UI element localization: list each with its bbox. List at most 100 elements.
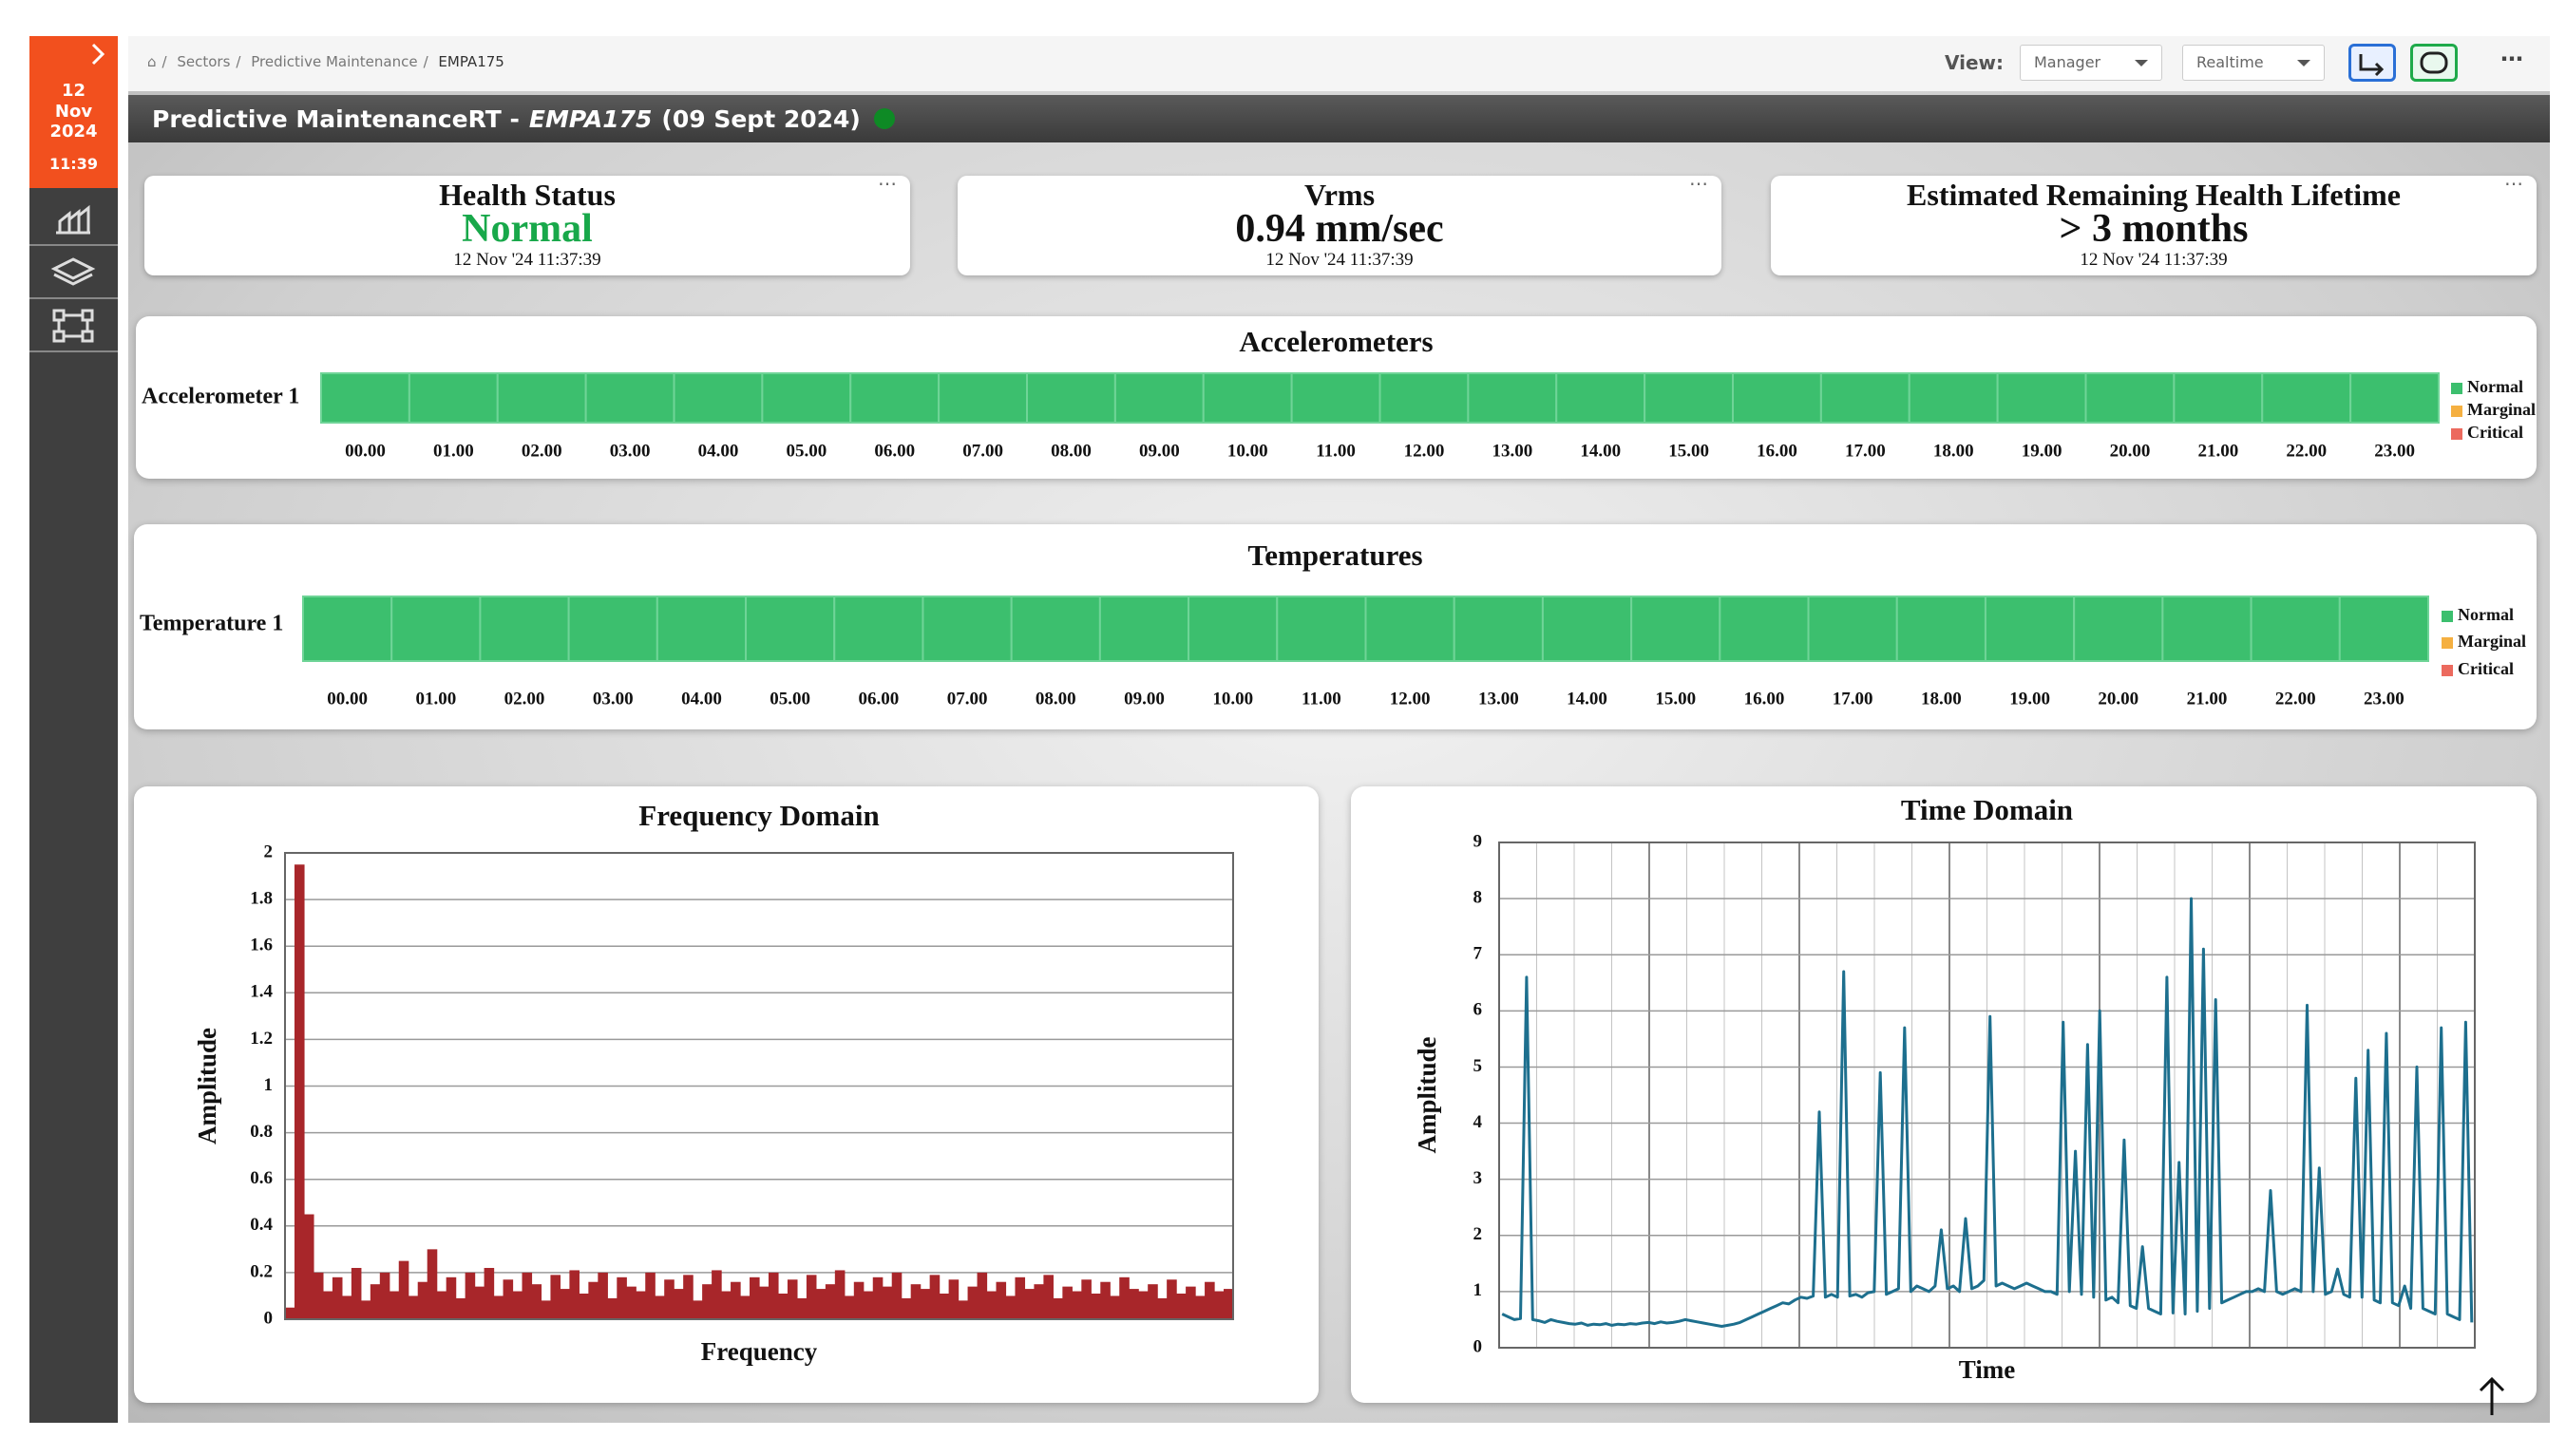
bar bbox=[465, 1272, 476, 1319]
status-cell bbox=[1290, 372, 1381, 424]
bar bbox=[360, 1300, 371, 1319]
mode-dropdown[interactable]: Realtime bbox=[2182, 45, 2325, 81]
card-menu[interactable]: ⋯ bbox=[2504, 174, 2523, 195]
bar bbox=[796, 1297, 808, 1319]
date-month: Nov bbox=[54, 102, 93, 122]
bar bbox=[929, 1275, 941, 1319]
line bbox=[1501, 897, 2474, 1328]
bar bbox=[522, 1272, 533, 1319]
status-cell bbox=[673, 372, 764, 424]
status-cell bbox=[1026, 372, 1116, 424]
status-cell bbox=[1098, 596, 1190, 662]
bar bbox=[977, 1272, 988, 1319]
hour-label: 15.00 bbox=[1668, 441, 1709, 461]
bar bbox=[1100, 1281, 1111, 1319]
y-tick-label: 3 bbox=[1473, 1168, 1483, 1188]
bar bbox=[1034, 1284, 1044, 1319]
hour-label: 23.00 bbox=[2364, 689, 2404, 709]
breadcrumb-item[interactable]: EMPA175 bbox=[438, 53, 504, 70]
bar bbox=[674, 1289, 684, 1319]
y-tick-label: 4 bbox=[1473, 1112, 1483, 1132]
bar bbox=[825, 1284, 836, 1319]
export-button[interactable] bbox=[2348, 44, 2396, 82]
bar bbox=[474, 1286, 485, 1319]
status-cell bbox=[1807, 596, 1898, 662]
bar bbox=[939, 1293, 950, 1319]
y-tick-label: 0.6 bbox=[250, 1168, 273, 1188]
bar bbox=[664, 1279, 675, 1319]
bar bbox=[731, 1281, 741, 1319]
bar bbox=[446, 1276, 457, 1319]
scroll-top-arrow[interactable] bbox=[2475, 1375, 2509, 1417]
bar bbox=[872, 1276, 884, 1319]
status-cell bbox=[745, 596, 836, 662]
bar bbox=[569, 1270, 580, 1319]
bar bbox=[740, 1295, 751, 1319]
legend-swatch bbox=[2442, 637, 2453, 649]
breadcrumb-item[interactable]: Predictive Maintenance bbox=[251, 53, 418, 70]
bar bbox=[815, 1289, 827, 1319]
status-cell bbox=[1819, 372, 1910, 424]
bar bbox=[759, 1286, 770, 1319]
y-tick-label: 1.8 bbox=[250, 888, 273, 908]
chart-panel: Time Domain Time Amplitude 0 1 2 3 4 5 6 7 8 9 bbox=[1351, 786, 2537, 1403]
hour-label: 01.00 bbox=[433, 441, 474, 461]
hour-label: 06.00 bbox=[874, 441, 915, 461]
status-cell bbox=[938, 372, 1028, 424]
bar bbox=[806, 1275, 817, 1319]
hour-label: 22.00 bbox=[2275, 689, 2316, 709]
bar bbox=[853, 1281, 865, 1319]
home-icon[interactable]: ⌂ bbox=[147, 53, 157, 70]
bar bbox=[655, 1295, 665, 1319]
hour-label: 12.00 bbox=[1390, 689, 1431, 709]
y-tick-label: 8 bbox=[1473, 887, 1483, 907]
y-tick-label: 1 bbox=[1473, 1280, 1483, 1300]
bar bbox=[512, 1291, 523, 1319]
kpi-card: Health Status Normal 12 Nov '24 11:37:39 ⋯ bbox=[144, 174, 910, 275]
refresh-button[interactable] bbox=[2410, 44, 2458, 82]
legend-label: Normal bbox=[2467, 377, 2523, 396]
bar bbox=[1119, 1276, 1130, 1319]
bar bbox=[1138, 1291, 1149, 1319]
legend-label: Critical bbox=[2467, 423, 2523, 442]
card-menu[interactable]: ⋯ bbox=[878, 174, 897, 195]
status-cell bbox=[320, 372, 410, 424]
hour-label: 00.00 bbox=[345, 441, 386, 461]
panel-title: Temperatures bbox=[1247, 539, 1422, 572]
chart: Time Domain Time Amplitude 0 1 2 3 4 5 6 7 8 9 bbox=[1413, 793, 2476, 1384]
nav-icon-network[interactable] bbox=[29, 299, 118, 352]
bar bbox=[531, 1284, 542, 1319]
collapse-chevron[interactable] bbox=[88, 42, 107, 66]
breadcrumb-item[interactable]: Sectors bbox=[177, 53, 231, 70]
legend-label: Normal bbox=[2458, 605, 2514, 624]
role-dropdown[interactable]: Manager bbox=[2020, 45, 2162, 81]
y-tick-label: 0.2 bbox=[250, 1261, 273, 1281]
status-cell bbox=[1276, 596, 1367, 662]
legend-swatch bbox=[2451, 428, 2462, 440]
status-cell bbox=[1719, 596, 1810, 662]
bar bbox=[863, 1291, 874, 1319]
more-menu[interactable]: ⋯ bbox=[2500, 46, 2523, 72]
bar bbox=[996, 1281, 1007, 1319]
status-cell bbox=[1364, 596, 1455, 662]
nav-icon-analytics[interactable] bbox=[29, 193, 118, 246]
bar bbox=[1176, 1293, 1187, 1319]
hour-label: 14.00 bbox=[1580, 441, 1621, 461]
status-cell bbox=[496, 372, 587, 424]
status-cell bbox=[1630, 596, 1721, 662]
card-menu[interactable]: ⋯ bbox=[1689, 174, 1708, 195]
nav-icon-layers[interactable] bbox=[29, 246, 118, 299]
status-cell bbox=[1644, 372, 1734, 424]
bar bbox=[1186, 1286, 1196, 1319]
bar bbox=[1224, 1289, 1234, 1319]
bar bbox=[834, 1270, 846, 1319]
bar bbox=[1005, 1295, 1017, 1319]
date-time: 11:39 bbox=[49, 155, 98, 173]
bar bbox=[1110, 1295, 1120, 1319]
bar bbox=[313, 1272, 324, 1319]
bar bbox=[408, 1295, 419, 1319]
chart-title: Frequency Domain bbox=[638, 799, 879, 832]
kpi-value: > 3 months bbox=[2059, 207, 2249, 251]
bar bbox=[541, 1300, 552, 1319]
bar bbox=[322, 1291, 333, 1319]
